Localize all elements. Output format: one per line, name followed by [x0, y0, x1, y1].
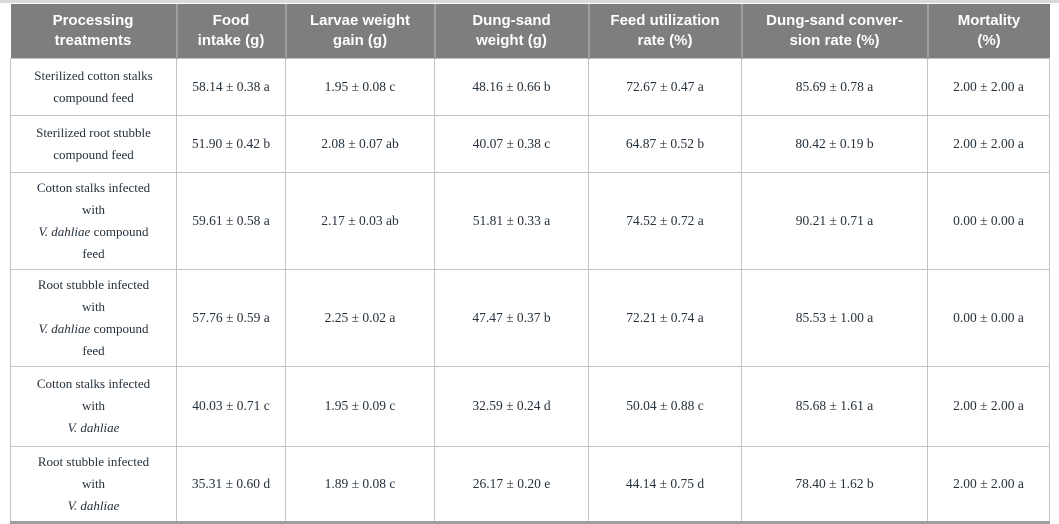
treatment-cell: Cotton stalks infected with V. dahliae — [10, 365, 177, 447]
value-cell: 0.00 ± 0.00 a — [927, 171, 1050, 270]
header-cell: Larvae weight gain (g) — [284, 4, 435, 58]
value-cell: 2.00 ± 2.00 a — [927, 114, 1050, 173]
table-body: Sterilized cotton stalks compound feed 58.… — [10, 57, 1050, 524]
treatment-cell: Cotton stalks infected with V. dahliae com… — [10, 171, 177, 270]
treatment-cell: Root stubble infected with V. dahliae — [10, 445, 177, 524]
value-cell: 58.14 ± 0.38 a — [176, 57, 286, 116]
value-cell: 40.03 ± 0.71 c — [176, 365, 286, 447]
header-cell: Mortality (%) — [926, 4, 1050, 58]
treatment-cell: Root stubble infected with V. dahliae comp… — [10, 268, 177, 367]
value-cell: 85.69 ± 0.78 a — [741, 57, 928, 116]
value-cell: 2.17 ± 0.03 ab — [285, 171, 435, 270]
header-row: Processing treatments Food intake (g) Larvae… — [10, 4, 1050, 58]
value-cell: 32.59 ± 0.24 d — [434, 365, 589, 447]
value-cell: 85.53 ± 1.00 a — [741, 268, 928, 367]
value-cell: 47.47 ± 0.37 b — [434, 268, 589, 367]
header-cell: Dung-sand weight (g) — [433, 4, 589, 58]
value-cell: 85.68 ± 1.61 a — [741, 365, 928, 447]
table-row: Sterilized root stubble compound feed 51.9… — [10, 114, 1050, 173]
value-cell: 64.87 ± 0.52 b — [588, 114, 742, 173]
value-cell: 72.21 ± 0.74 a — [588, 268, 742, 367]
value-cell: 26.17 ± 0.20 e — [434, 445, 589, 524]
value-cell: 51.90 ± 0.42 b — [176, 114, 286, 173]
table-row: Root stubble infected with V. dahliae comp… — [10, 268, 1050, 367]
value-cell: 40.07 ± 0.38 c — [434, 114, 589, 173]
header-cell: Processing treatments — [10, 4, 177, 58]
value-cell: 78.40 ± 1.62 b — [741, 445, 928, 524]
value-cell: 2.00 ± 2.00 a — [927, 365, 1050, 447]
value-cell: 1.95 ± 0.08 c — [285, 57, 435, 116]
table-row: Cotton stalks infected with V. dahliae 40.0… — [10, 365, 1050, 447]
table-row: Sterilized cotton stalks compound feed 58.… — [10, 57, 1050, 116]
value-cell: 2.25 ± 0.02 a — [285, 268, 435, 367]
value-cell: 57.76 ± 0.59 a — [176, 268, 286, 367]
value-cell: 50.04 ± 0.88 c — [588, 365, 742, 447]
value-cell: 72.67 ± 0.47 a — [588, 57, 742, 116]
value-cell: 2.00 ± 2.00 a — [927, 445, 1050, 524]
treatment-effects-table: Processing treatments Food intake (g) Larvae… — [10, 4, 1050, 524]
value-cell: 80.42 ± 0.19 b — [741, 114, 928, 173]
value-cell: 74.52 ± 0.72 a — [588, 171, 742, 270]
header-cell: Feed utilization rate (%) — [587, 4, 742, 58]
treatment-cell: Sterilized cotton stalks compound feed — [10, 57, 177, 116]
value-cell: 51.81 ± 0.33 a — [434, 171, 589, 270]
value-cell: 48.16 ± 0.66 b — [434, 57, 589, 116]
table-row: Root stubble infected with V. dahliae 35.31… — [10, 445, 1050, 524]
table-row: Cotton stalks infected with V. dahliae com… — [10, 171, 1050, 270]
value-cell: 59.61 ± 0.58 a — [176, 171, 286, 270]
value-cell: 1.95 ± 0.09 c — [285, 365, 435, 447]
table-header: Processing treatments Food intake (g) Larvae… — [10, 4, 1050, 58]
value-cell: 2.08 ± 0.07 ab — [285, 114, 435, 173]
value-cell: 0.00 ± 0.00 a — [927, 268, 1050, 367]
treatment-cell: Sterilized root stubble compound feed — [10, 114, 177, 173]
header-cell: Dung-sand conver-sion rate (%) — [740, 4, 928, 58]
value-cell: 35.31 ± 0.60 d — [176, 445, 286, 524]
header-cell: Food intake (g) — [175, 4, 286, 58]
value-cell: 1.89 ± 0.08 c — [285, 445, 435, 524]
value-cell: 44.14 ± 0.75 d — [588, 445, 742, 524]
value-cell: 2.00 ± 2.00 a — [927, 57, 1050, 116]
value-cell: 90.21 ± 0.71 a — [741, 171, 928, 270]
